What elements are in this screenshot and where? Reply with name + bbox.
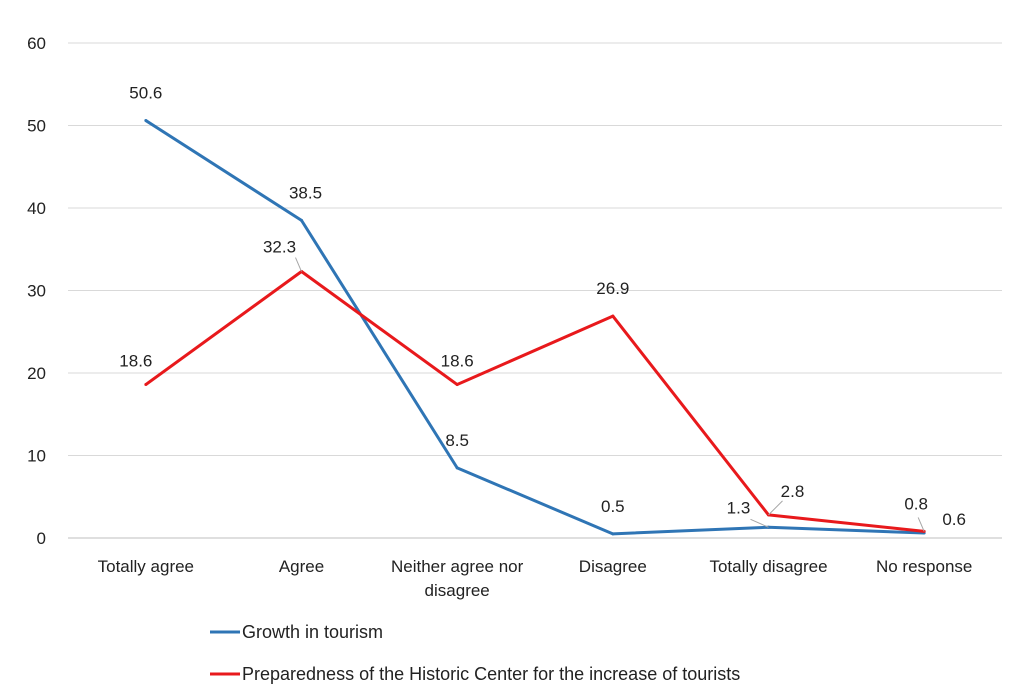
data-point — [144, 383, 148, 387]
x-tick-label: Totally agree — [98, 557, 194, 576]
data-labels: 50.6 38.5 8.5 0.5 1.3 0.6 18.6 32.3 18.6 26.9 2.8 0… — [119, 84, 966, 532]
x-tick-label: Agree — [279, 557, 324, 576]
data-label: 50.6 — [129, 84, 162, 103]
series-lines — [144, 119, 926, 536]
legend-label: Growth in tourism — [242, 622, 383, 642]
data-label: 32.3 — [263, 238, 296, 257]
legend-label: Preparedness of the Historic Center for … — [242, 664, 740, 684]
data-point — [611, 314, 615, 318]
y-tick-label: 50 — [27, 117, 46, 136]
data-label: 0.5 — [601, 497, 625, 516]
y-tick-label: 60 — [27, 34, 46, 53]
x-tick-label: Totally disagree — [709, 557, 827, 576]
label-leader-line — [295, 257, 302, 272]
data-label: 18.6 — [119, 352, 152, 371]
data-label: 0.8 — [904, 494, 928, 513]
y-tick-label: 20 — [27, 364, 46, 383]
label-leader-line — [917, 517, 925, 532]
data-point — [300, 218, 303, 222]
y-tick-label: 10 — [27, 447, 46, 466]
x-tick-label: Neither agree nor disagree — [391, 557, 524, 600]
data-label: 8.5 — [445, 431, 469, 450]
data-label: 2.8 — [781, 482, 805, 501]
data-point — [455, 466, 459, 470]
y-tick-label: 0 — [37, 529, 46, 548]
y-tick-label: 30 — [27, 282, 46, 301]
series-line — [144, 270, 925, 533]
x-tick-label: Disagree — [579, 557, 647, 576]
data-point — [611, 532, 615, 536]
y-tick-label: 40 — [27, 199, 46, 218]
data-label: 1.3 — [727, 498, 751, 517]
y-axis: 0 10 20 30 40 50 60 — [27, 34, 46, 548]
gridlines — [68, 42, 1002, 539]
data-label: 38.5 — [289, 183, 322, 202]
series-line — [145, 119, 925, 536]
x-tick-label: No response — [876, 557, 972, 576]
legend: Growth in tourism Preparedness of the His… — [210, 622, 740, 684]
data-point — [455, 383, 459, 387]
x-axis: Totally agree Agree Neither agree nor disag… — [98, 557, 973, 600]
label-leader-line — [768, 500, 783, 516]
data-point — [144, 119, 148, 123]
data-label: 0.6 — [942, 510, 966, 529]
data-label: 18.6 — [441, 352, 474, 371]
data-label: 26.9 — [596, 279, 629, 298]
label-leader-line — [750, 518, 769, 528]
